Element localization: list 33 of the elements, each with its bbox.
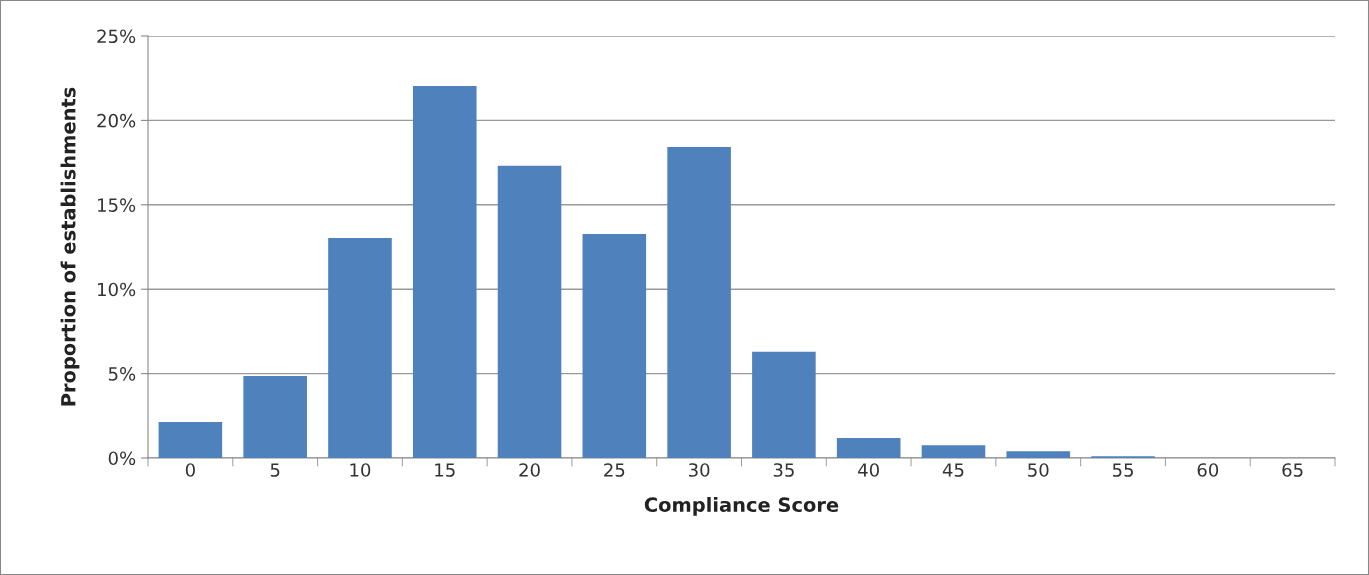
x-axis-title: Compliance Score (644, 497, 839, 516)
x-tick-label: 0 (185, 463, 195, 477)
x-tick-label: 60 (1197, 463, 1219, 477)
x-tick-label: 15 (435, 463, 455, 477)
y-tick-label: 25% (97, 29, 136, 44)
x-tick-label: 20 (519, 463, 540, 477)
x-tick-label: 30 (689, 463, 710, 477)
y-tick-label: 15% (98, 198, 136, 212)
bar (582, 234, 647, 458)
bar (243, 375, 307, 458)
bar (1006, 451, 1071, 458)
x-tick-label: 45 (942, 463, 964, 477)
bar (158, 421, 223, 458)
x-tick-label: 35 (773, 463, 794, 477)
y-tick-label: 20% (97, 113, 136, 128)
x-tick-label: 10 (350, 463, 371, 477)
x-tick-label: 25 (604, 463, 625, 477)
bar (667, 147, 731, 458)
bar (497, 165, 562, 458)
bar (328, 238, 392, 458)
y-axis-title: Proportion of establishments (60, 87, 80, 406)
x-tick-label: 55 (1112, 463, 1133, 477)
bar (752, 351, 816, 458)
y-tick-label: 0% (108, 451, 136, 466)
bar (412, 85, 477, 458)
y-tick-label: 5% (108, 367, 136, 381)
x-tick-label: 40 (858, 463, 879, 477)
x-tick-label: 65 (1282, 463, 1303, 477)
x-tick-label: 5 (270, 463, 280, 477)
x-tick-label: 50 (1028, 463, 1049, 477)
bar (836, 438, 901, 458)
y-tick-label: 10% (98, 282, 136, 297)
bar (921, 445, 986, 458)
